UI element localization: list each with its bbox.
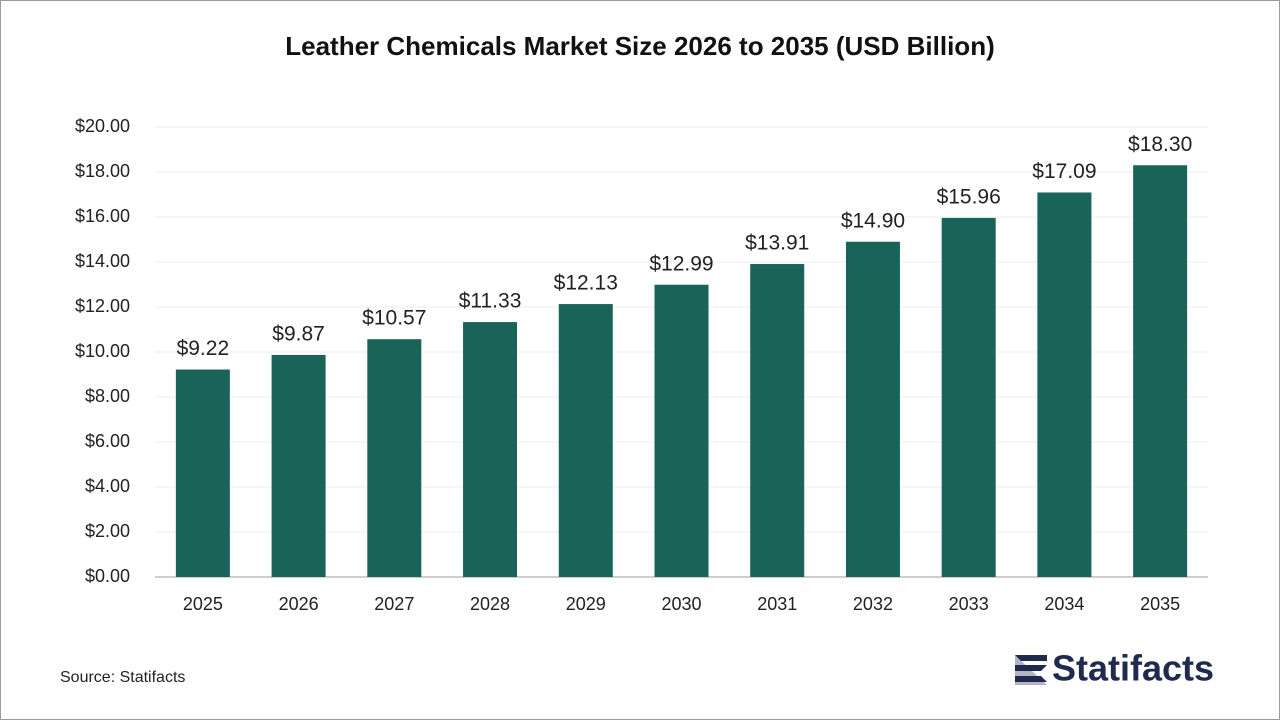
x-tick-label: 2032: [853, 594, 893, 614]
x-tick-label: 2026: [279, 594, 319, 614]
y-tick-label: $18.00: [75, 161, 130, 181]
bar: [1037, 192, 1092, 577]
chart-title: Leather Chemicals Market Size 2026 to 20…: [285, 31, 994, 61]
bar: [1133, 165, 1188, 577]
x-tick-label: 2031: [757, 594, 797, 614]
x-tick-label: 2027: [374, 594, 414, 614]
logo-text: Statifacts: [1052, 648, 1214, 689]
value-label: $11.33: [459, 290, 522, 313]
y-tick-label: $8.00: [85, 386, 130, 406]
value-label: $14.90: [841, 209, 905, 232]
value-label: $12.99: [649, 252, 713, 275]
x-tick-label: 2030: [661, 594, 701, 614]
x-tick-label: 2029: [566, 594, 606, 614]
y-tick-label: $20.00: [75, 116, 130, 136]
x-tick-label: 2035: [1140, 594, 1180, 614]
y-tick-label: $10.00: [75, 341, 130, 361]
bar: [845, 241, 900, 577]
y-tick-label: $12.00: [75, 296, 130, 316]
source: Source: Statifacts: [60, 669, 185, 686]
value-label: $10.57: [362, 307, 426, 330]
value-label: $13.91: [745, 232, 809, 255]
value-label: $15.96: [937, 185, 1001, 208]
y-tick-label: $4.00: [85, 476, 130, 496]
value-label: $17.09: [1032, 160, 1096, 183]
y-tick-label: $2.00: [85, 521, 130, 541]
value-label: $12.13: [554, 272, 618, 295]
bar: [367, 339, 422, 577]
bar: [558, 304, 613, 577]
bar: [271, 354, 326, 577]
logo-icon: [1015, 655, 1047, 685]
x-tick-label: 2033: [949, 594, 989, 614]
bar: [750, 264, 805, 577]
bar: [463, 322, 518, 577]
y-tick-label: $0.00: [85, 566, 130, 586]
bar: [941, 217, 996, 577]
y-tick-label: $16.00: [75, 206, 130, 226]
bar: [175, 369, 230, 577]
x-tick-label: 2028: [470, 594, 510, 614]
value-label: $18.30: [1128, 133, 1192, 156]
y-tick-label: $6.00: [85, 431, 130, 451]
value-label: $9.87: [272, 322, 325, 345]
value-label: $9.22: [177, 337, 230, 360]
x-tick-label: 2034: [1044, 594, 1084, 614]
y-tick-label: $14.00: [75, 251, 130, 271]
bar: [654, 284, 709, 577]
x-tick-label: 2025: [183, 594, 223, 614]
